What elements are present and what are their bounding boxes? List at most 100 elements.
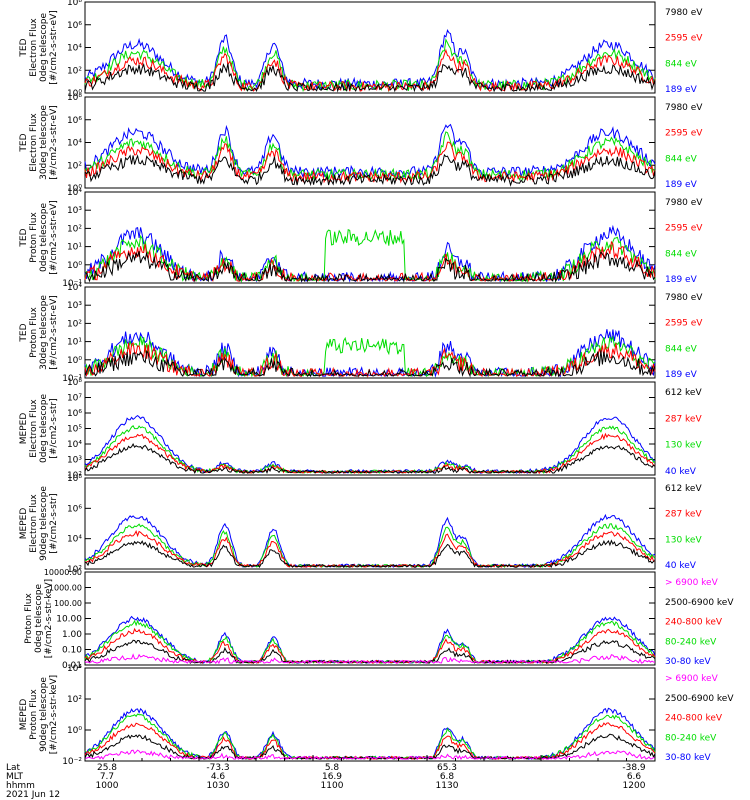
panel-3: 10⁻¹ 10⁰ 10¹ 10² 10³ 10⁴ TED Proton Flux 0deg te… (19, 188, 703, 289)
y-axis-label-line: Proton Flux (24, 593, 34, 644)
y-axis-label: TED Electron Flux 30deg telescope [#/cm2-s-… (19, 105, 59, 180)
series-trace (84, 123, 656, 179)
y-tick-label: 10⁵ (67, 425, 82, 435)
y-axis-label-line: [#/cm2-s-str-keV] (44, 579, 54, 658)
y-tick-label: 10⁶ (67, 504, 82, 514)
y-tick-label: 10⁻² (62, 757, 82, 767)
y-tick-label: 10⁸ (67, 474, 82, 484)
legend-entry: 80-240 keV (665, 733, 717, 743)
y-tick-label: 10³ (67, 206, 82, 216)
y-axis-label: MEPED Proton Flux 90deg telescope [#/cm2-s-… (19, 675, 59, 754)
y-axis-label-line: [#/cm2-s-str-keV] (49, 675, 59, 754)
panel-5: 10² 10³ 10⁴ 10⁵ 10⁶ 10⁷ 10⁸ MEPED Electron Flux 0… (19, 378, 702, 481)
series-trace (84, 443, 656, 475)
x-tick-label: 5.8 (325, 763, 340, 773)
y-axis-label-line: [#/cm2-s-str-eV] (49, 10, 59, 85)
legend-entry: 40 keV (665, 467, 697, 477)
legend-entry: 130 keV (665, 535, 702, 545)
legend-entry: 7980 eV (665, 8, 703, 18)
x-row-label: Lat (6, 763, 21, 773)
y-tick-label: 10⁸ (67, 0, 82, 8)
y-tick-label: 10¹ (67, 243, 82, 253)
legend-entry: 844 eV (665, 249, 698, 259)
y-tick-label: 10⁰ (67, 184, 82, 194)
legend-entry: 287 keV (665, 510, 702, 520)
x-tick-label: 1200 (623, 781, 646, 791)
y-axis-label-line: Electron Flux (29, 494, 39, 553)
y-tick-label: 1.00 (62, 630, 82, 640)
series-trace (84, 539, 656, 569)
y-axis-label: MEPED Electron Flux 0deg telescope [#/cm2-s… (19, 394, 59, 464)
y-tick-label: 10000.00 (44, 568, 82, 577)
y-tick-label: 10² (67, 224, 82, 234)
x-row-label: hhmm (6, 781, 35, 791)
x-tick-label: -38.9 (622, 763, 646, 773)
y-axis-label-line: TED (19, 228, 29, 247)
legend-entry: 189 eV (665, 370, 698, 380)
x-tick-label: 1100 (321, 781, 344, 791)
y-axis-label-line: TED (19, 323, 29, 342)
series-trace (84, 513, 656, 569)
y-axis-label-line: 0deg telescope (34, 584, 44, 654)
series-trace (84, 62, 656, 93)
panel-7: 0.01 0.10 1.00 10.00 100.00 1000.00 10000.00 Pr… (24, 568, 734, 671)
legend-entry: 189 eV (665, 85, 698, 95)
series-trace (84, 240, 656, 283)
legend-entry: 2595 eV (665, 129, 703, 139)
y-tick-label: 10⁴ (67, 44, 82, 54)
y-tick-label: 10² (67, 66, 82, 76)
y-tick-label: 10⁴ (67, 188, 82, 198)
legend-entry: 7980 eV (665, 198, 703, 208)
y-axis-label: TED Electron Flux 0deg telescope [#/cm2-s-s… (19, 10, 59, 85)
y-axis-label-line: [#/cm2-s-str-eV] (49, 295, 59, 370)
y-tick-label: 10⁻¹ (62, 279, 82, 289)
x-row-label: MLT (6, 772, 24, 782)
y-tick-label: 10⁰ (67, 89, 82, 99)
y-axis-label-line: TED (19, 38, 29, 57)
y-tick-label: 100.00 (54, 599, 82, 608)
y-axis-label: TED Proton Flux 30deg telescope [#/cm2-s-st… (19, 295, 59, 370)
legend-entry: 2595 eV (665, 319, 703, 329)
panel-frame (84, 286, 656, 379)
y-tick-label: 1000.00 (49, 584, 82, 593)
y-axis-label: TED Proton Flux 0deg telescope [#/cm2-s-str… (19, 200, 59, 275)
series-trace (84, 251, 656, 284)
y-tick-label: 10² (67, 161, 82, 171)
legend-entry: 612 keV (665, 484, 702, 494)
legend-entry: 844 eV (665, 59, 698, 69)
legend-entry: 2500-6900 keV (665, 598, 734, 608)
y-tick-label: 10⁰ (67, 261, 82, 271)
legend-entry: 2500-6900 keV (665, 694, 734, 704)
legend-entry: 2595 eV (665, 224, 703, 234)
panel-2: 10⁰ 10² 10⁴ 10⁶ 10⁸ TED Electron Flux 30deg tel… (19, 93, 703, 194)
series-trace (84, 425, 656, 474)
y-axis-label-line: Proton Flux (29, 212, 39, 263)
y-tick-label: 10³ (67, 301, 82, 311)
y-tick-label: 10⁴ (67, 283, 82, 293)
y-tick-label: 10⁴ (67, 139, 82, 149)
x-tick-label: 1000 (96, 781, 119, 791)
x-tick-label: 1030 (207, 781, 230, 791)
panel-4: 10⁻¹ 10⁰ 10¹ 10² 10³ 10⁴ TED Proton Flux 30deg t… (19, 283, 703, 384)
y-tick-label: 0.01 (62, 661, 82, 671)
y-axis-label-line: Electron Flux (29, 18, 39, 77)
y-tick-label: 10⁴ (67, 535, 82, 545)
legend-entry: 130 keV (665, 441, 702, 451)
panel-frame (84, 191, 656, 284)
legend-entry: 30-80 keV (665, 753, 711, 763)
y-tick-label: 10¹ (67, 338, 82, 348)
legend-entry: 40 keV (665, 561, 697, 571)
y-axis-label-line: [#/cm2-s-str] (49, 398, 59, 458)
y-tick-label: 10⁶ (67, 116, 82, 126)
y-axis-label-line: Electron Flux (29, 113, 39, 172)
x-tick-label: 7.7 (100, 772, 114, 782)
y-axis-label-line: Proton Flux (29, 689, 39, 740)
y-axis-label-line: TED (19, 133, 29, 152)
legend-entry: 80-240 keV (665, 637, 717, 647)
legend-entry: 240-800 keV (665, 714, 723, 724)
y-tick-label: 10⁴ (67, 440, 82, 450)
legend-entry: 30-80 keV (665, 657, 711, 667)
y-tick-label: 10⁰ (67, 356, 82, 366)
y-tick-label: 10⁰ (67, 726, 82, 736)
legend-entry: 7980 eV (665, 293, 703, 303)
